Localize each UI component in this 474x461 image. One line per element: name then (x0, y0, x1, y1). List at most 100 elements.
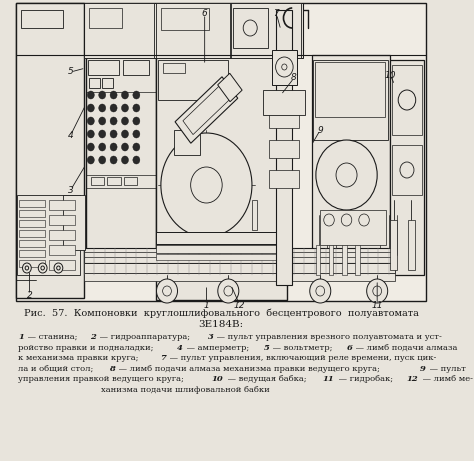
Bar (49, 200, 75, 210)
Bar (17, 3, 426, 301)
Circle shape (133, 130, 140, 138)
Circle shape (133, 156, 140, 164)
Circle shape (316, 286, 325, 296)
Circle shape (224, 286, 233, 296)
Text: 1: 1 (203, 301, 210, 309)
Bar (315, 62, 385, 117)
Bar (84, 3, 154, 58)
Circle shape (400, 162, 414, 178)
Circle shape (121, 104, 128, 112)
Circle shape (275, 57, 293, 77)
Text: — гидробак;: — гидробак; (336, 375, 399, 383)
Bar (19, 260, 46, 267)
Bar (408, 220, 415, 270)
Bar (19, 230, 46, 237)
Bar (84, 248, 395, 263)
Bar (123, 60, 149, 75)
Bar (313, 60, 388, 140)
Circle shape (110, 143, 117, 151)
Bar (108, 177, 120, 185)
Circle shape (99, 130, 106, 138)
Circle shape (121, 143, 128, 151)
Bar (316, 281, 325, 291)
Bar (320, 210, 386, 245)
Text: 3: 3 (208, 333, 214, 341)
Polygon shape (183, 85, 230, 135)
Bar (19, 220, 46, 227)
Bar (155, 3, 230, 58)
Circle shape (133, 104, 140, 112)
Circle shape (110, 130, 117, 138)
Circle shape (218, 279, 239, 303)
Bar (270, 110, 299, 128)
Text: 8: 8 (109, 365, 115, 372)
Text: 12: 12 (407, 375, 419, 383)
Text: 9: 9 (420, 365, 426, 372)
Bar (155, 245, 287, 253)
Bar (91, 177, 104, 185)
Bar (84, 263, 395, 273)
Bar (311, 55, 390, 275)
Text: — вольтметр;: — вольтметр; (270, 343, 338, 351)
Bar (158, 60, 228, 100)
Bar (174, 130, 201, 155)
Bar (19, 210, 46, 217)
Text: ла и общий стол;: ла и общий стол; (18, 365, 99, 372)
Bar (88, 60, 119, 75)
Text: 7: 7 (273, 10, 279, 18)
Circle shape (41, 266, 45, 270)
Text: ханизма подачи шлифовальной бабки: ханизма подачи шлифовальной бабки (101, 385, 270, 394)
Polygon shape (175, 77, 238, 143)
Circle shape (282, 64, 287, 70)
Circle shape (23, 263, 31, 273)
Bar (124, 177, 137, 185)
Text: 12: 12 (234, 301, 246, 309)
Bar (233, 8, 268, 48)
Text: 7: 7 (160, 354, 166, 362)
Bar (252, 200, 257, 230)
Bar (102, 78, 113, 88)
Bar (155, 232, 287, 244)
Circle shape (121, 91, 128, 99)
Text: 10: 10 (384, 71, 396, 79)
Bar (272, 50, 297, 85)
Text: — пульт управления врезного полуавтомата и уст-: — пульт управления врезного полуавтомата… (214, 333, 442, 341)
Text: ройство правки и подналадки;: ройство правки и подналадки; (18, 343, 159, 351)
Circle shape (99, 104, 106, 112)
Text: 6: 6 (346, 343, 353, 351)
Text: 3Е184В:: 3Е184В: (199, 320, 244, 329)
Circle shape (121, 117, 128, 125)
Circle shape (398, 90, 416, 110)
Circle shape (99, 156, 106, 164)
Bar (89, 78, 100, 88)
Bar (276, 10, 292, 285)
Bar (163, 281, 172, 291)
Circle shape (38, 263, 47, 273)
Circle shape (87, 130, 94, 138)
Text: 8: 8 (291, 73, 297, 83)
Circle shape (373, 286, 382, 296)
Bar (270, 170, 299, 188)
Text: управления правкой ведущего круга;: управления правкой ведущего круга; (18, 375, 189, 383)
Text: Рис.  57.  Компоновки  круглошлифовального  бесцентрового  полуавтомата: Рис. 57. Компоновки круглошлифовального … (24, 308, 419, 318)
Text: к механизма правки круга;: к механизма правки круга; (18, 354, 144, 362)
Bar (49, 215, 75, 225)
Bar (161, 8, 209, 30)
Circle shape (316, 140, 377, 210)
Bar (392, 145, 422, 195)
Circle shape (161, 133, 252, 237)
Bar (356, 245, 360, 275)
Bar (390, 220, 397, 270)
Bar (49, 230, 75, 240)
Text: 4: 4 (177, 343, 183, 351)
Bar (84, 273, 395, 281)
Circle shape (99, 117, 106, 125)
Circle shape (341, 214, 352, 226)
Bar (316, 245, 320, 275)
Text: 2: 2 (90, 333, 96, 341)
Circle shape (133, 117, 140, 125)
Circle shape (110, 156, 117, 164)
Circle shape (87, 91, 94, 99)
Circle shape (367, 279, 388, 303)
Text: — амперметр;: — амперметр; (184, 343, 255, 351)
